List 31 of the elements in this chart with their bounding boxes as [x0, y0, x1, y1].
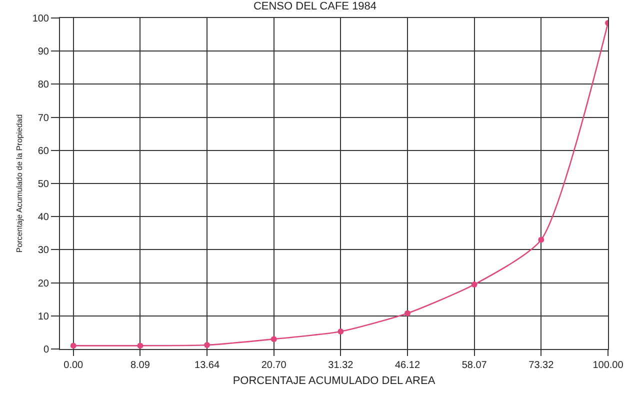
x-tick-label: 8.09 — [130, 360, 150, 371]
y-tick-label: 30 — [38, 245, 50, 256]
x-tick-label: 31.32 — [328, 360, 354, 371]
x-tick-label: 100.00 — [592, 360, 624, 371]
x-tick-label: 46.12 — [394, 360, 420, 371]
y-tick-label: 100 — [32, 14, 50, 24]
y-tick-label: 60 — [38, 146, 50, 157]
y-tick-label: 80 — [38, 80, 50, 91]
point — [471, 281, 478, 288]
point — [338, 328, 344, 334]
y-axis-title: Porcentaje Acumulado de la Propiedad — [15, 114, 24, 253]
point — [204, 342, 210, 348]
x-axis-title: PORCENTAJE ACUMULADO DEL AREA — [232, 375, 436, 388]
x-tick-label: 73.32 — [528, 360, 554, 371]
point — [137, 342, 144, 349]
y-tick-label: 40 — [38, 212, 50, 224]
y-tick-label: 50 — [38, 179, 50, 190]
x-tick-label: 58.07 — [462, 360, 488, 371]
chart-title: CENSO DEL CAFE 1984 — [253, 0, 377, 13]
x-tick-label: 20.70 — [261, 360, 287, 371]
point — [70, 342, 76, 349]
point — [270, 336, 277, 342]
point — [538, 236, 544, 243]
point — [404, 310, 411, 316]
x-tick-label: 13.64 — [194, 360, 220, 371]
y-tick-label: 70 — [38, 112, 50, 124]
y-tick-label: 0 — [43, 344, 50, 356]
x-tick-label: 0.00 — [64, 360, 84, 371]
y-tick-label: 10 — [38, 311, 50, 322]
y-tick-label: 90 — [38, 46, 50, 58]
y-tick-label: 20 — [38, 278, 50, 290]
